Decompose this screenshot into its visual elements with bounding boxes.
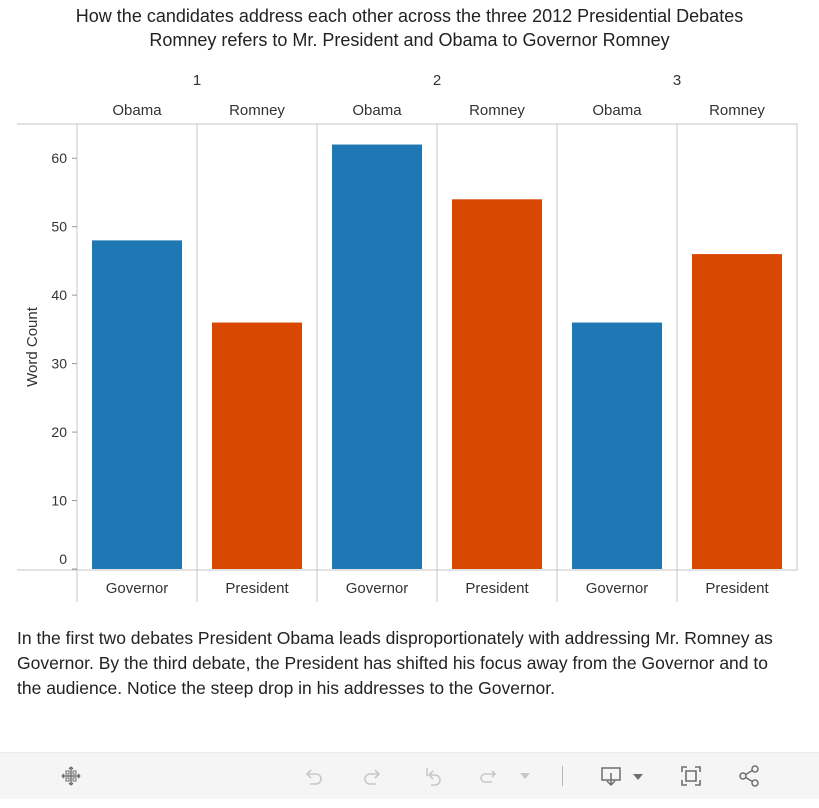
speaker-header: Obama (352, 102, 402, 119)
chart-subtitle: Romney refers to Mr. President and Obama… (149, 30, 670, 50)
bar-1-romney (212, 322, 302, 569)
toolbar (0, 752, 819, 799)
revert-icon[interactable] (419, 763, 447, 789)
bar-3-obama (572, 322, 662, 569)
x-tick-label: President (705, 580, 769, 597)
x-tick-label: Governor (346, 580, 409, 597)
debate-header: 3 (673, 72, 681, 89)
y-tick-label: 0 (59, 551, 67, 567)
x-tick-label: President (465, 580, 529, 597)
speaker-header: Romney (709, 102, 765, 119)
y-axis-label: Word Count (24, 306, 41, 387)
y-tick-label: 30 (51, 356, 67, 372)
toolbar-divider (562, 766, 563, 786)
speaker-header: Romney (229, 102, 285, 119)
y-tick-label: 60 (51, 150, 67, 166)
x-tick-label: President (225, 580, 289, 597)
fullscreen-icon[interactable] (677, 763, 705, 789)
bar-2-obama (332, 144, 422, 570)
redo-icon[interactable] (358, 763, 386, 789)
share-icon[interactable] (735, 763, 763, 789)
speaker-header: Obama (592, 102, 642, 119)
chart-title: How the candidates address each other ac… (75, 6, 744, 26)
undo-icon[interactable] (300, 763, 328, 789)
y-tick-label: 10 (51, 493, 67, 509)
dropdown-icon[interactable] (511, 763, 539, 789)
y-tick-label: 40 (51, 287, 67, 303)
narrative-paragraph: In the first two debates President Obama… (17, 628, 773, 698)
move-icon[interactable] (57, 763, 85, 789)
narrative-text: In the first two debates President Obama… (17, 626, 787, 701)
bar-1-obama (92, 240, 182, 569)
download-icon[interactable] (598, 763, 646, 789)
speaker-header: Obama (112, 102, 162, 119)
speaker-header: Romney (469, 102, 525, 119)
debate-header: 2 (433, 72, 441, 89)
x-tick-label: Governor (106, 580, 169, 597)
bar-3-romney (692, 254, 782, 570)
y-tick-label: 20 (51, 424, 67, 440)
x-tick-label: Governor (586, 580, 649, 597)
refresh-icon[interactable] (474, 763, 502, 789)
debate-header: 1 (193, 72, 201, 89)
bar-chart: Obama Governor Romney President Obama Governo… (17, 72, 798, 602)
y-tick-label: 50 (51, 219, 67, 235)
bar-2-romney (452, 199, 542, 570)
